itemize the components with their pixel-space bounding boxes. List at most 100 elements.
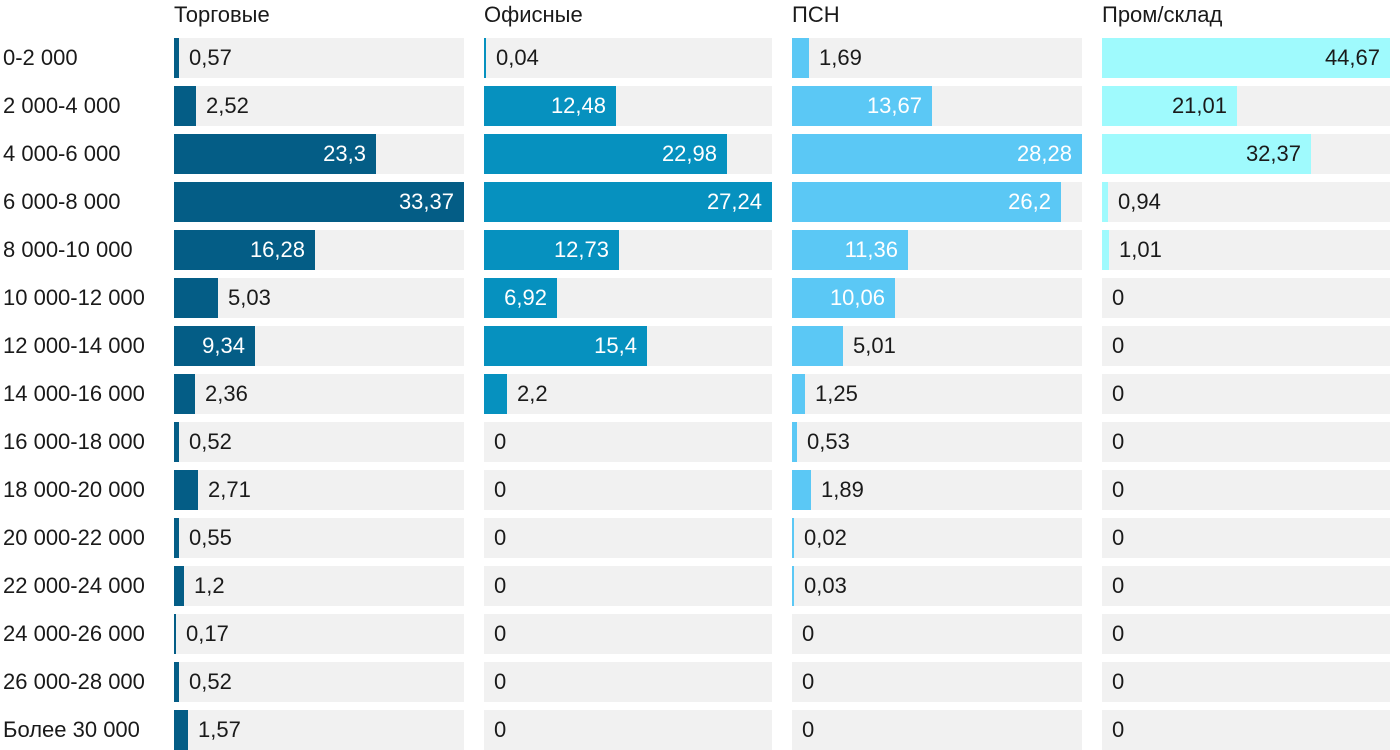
category-label: 4 000-6 000 bbox=[3, 141, 121, 166]
bar bbox=[174, 518, 179, 558]
value-label: 1,25 bbox=[815, 381, 858, 406]
bar-track bbox=[174, 662, 464, 702]
bar bbox=[174, 422, 179, 462]
category-label: 8 000-10 000 bbox=[3, 237, 133, 262]
bar-track bbox=[1102, 710, 1390, 750]
value-label: 0 bbox=[1112, 669, 1125, 694]
bar-track bbox=[174, 566, 464, 606]
bar bbox=[174, 230, 315, 270]
value-label: 16,28 bbox=[249, 237, 305, 262]
bar bbox=[174, 86, 196, 126]
value-label: 0 bbox=[1112, 717, 1125, 742]
bar-track bbox=[792, 566, 1082, 606]
value-label: 0 bbox=[1112, 477, 1125, 502]
category-label: 0-2 000 bbox=[3, 45, 78, 70]
bar bbox=[792, 518, 794, 558]
value-label: 0,55 bbox=[189, 525, 232, 550]
bar bbox=[174, 134, 376, 174]
value-label: 0,03 bbox=[804, 573, 847, 598]
value-label: 0 bbox=[1112, 621, 1125, 646]
bar bbox=[792, 566, 794, 606]
value-label: 13,67 bbox=[866, 93, 922, 118]
bar bbox=[174, 182, 464, 222]
bar-track bbox=[792, 710, 1082, 750]
bar bbox=[1102, 86, 1237, 126]
bar-track bbox=[484, 374, 772, 414]
bar bbox=[174, 470, 198, 510]
category-label: 12 000-14 000 bbox=[3, 333, 145, 358]
value-label: 12,48 bbox=[550, 93, 606, 118]
value-label: 9,34 bbox=[202, 333, 245, 358]
bar bbox=[792, 134, 1082, 174]
bar bbox=[174, 38, 179, 78]
bar bbox=[792, 374, 805, 414]
category-label: 16 000-18 000 bbox=[3, 429, 145, 454]
value-label: 0 bbox=[1112, 381, 1125, 406]
category-label: Более 30 000 bbox=[3, 717, 140, 742]
bar-track bbox=[174, 86, 464, 126]
bar-track bbox=[1102, 614, 1390, 654]
value-label: 0,94 bbox=[1118, 189, 1161, 214]
value-label: 0 bbox=[494, 477, 507, 502]
bar-track bbox=[792, 518, 1082, 558]
bar-track bbox=[174, 374, 464, 414]
bar-track bbox=[1102, 662, 1390, 702]
bar-track bbox=[792, 374, 1082, 414]
value-label: 0 bbox=[1112, 333, 1125, 358]
value-label: 23,3 bbox=[323, 141, 366, 166]
bar bbox=[174, 278, 218, 318]
bar-track bbox=[174, 518, 464, 558]
value-label: 0 bbox=[1112, 429, 1125, 454]
value-label: 1,69 bbox=[819, 45, 862, 70]
category-label: 24 000-26 000 bbox=[3, 621, 145, 646]
bar-track bbox=[1102, 470, 1390, 510]
value-label: 12,73 bbox=[553, 237, 609, 262]
value-label: 0 bbox=[1112, 285, 1125, 310]
bar bbox=[174, 374, 195, 414]
value-label: 0 bbox=[802, 621, 815, 646]
bar bbox=[1102, 230, 1109, 270]
bar bbox=[174, 614, 176, 654]
value-label: 0 bbox=[494, 669, 507, 694]
value-label: 6,92 bbox=[504, 285, 547, 310]
value-label: 0 bbox=[494, 621, 507, 646]
bar bbox=[792, 86, 932, 126]
value-label: 0 bbox=[1112, 573, 1125, 598]
value-label: 21,01 bbox=[1171, 93, 1227, 118]
bar-track bbox=[484, 422, 772, 462]
value-label: 10,06 bbox=[829, 285, 885, 310]
value-label: 11,36 bbox=[844, 237, 898, 262]
bar-track bbox=[1102, 278, 1390, 318]
value-label: 22,98 bbox=[661, 141, 717, 166]
bar bbox=[792, 230, 908, 270]
series-title: ПСН bbox=[792, 2, 840, 27]
category-label: 10 000-12 000 bbox=[3, 285, 145, 310]
value-label: 0,02 bbox=[804, 525, 847, 550]
value-label: 0,52 bbox=[189, 429, 232, 454]
bar bbox=[792, 278, 895, 318]
bar-track bbox=[1102, 326, 1390, 366]
bar-track bbox=[792, 662, 1082, 702]
bar bbox=[1102, 134, 1311, 174]
bar bbox=[484, 38, 486, 78]
value-label: 1,2 bbox=[194, 573, 225, 598]
value-label: 0,17 bbox=[186, 621, 229, 646]
bar bbox=[484, 278, 557, 318]
value-label: 1,57 bbox=[198, 717, 241, 742]
bar-track bbox=[1102, 566, 1390, 606]
bar bbox=[792, 326, 843, 366]
bar-track bbox=[174, 710, 464, 750]
value-label: 0,57 bbox=[189, 45, 232, 70]
series-title: Пром/склад bbox=[1102, 2, 1223, 27]
bar-track bbox=[1102, 230, 1390, 270]
value-label: 27,24 bbox=[706, 189, 762, 214]
value-label: 2,36 bbox=[205, 381, 248, 406]
value-label: 0 bbox=[494, 429, 507, 454]
bar bbox=[484, 326, 647, 366]
value-label: 0,53 bbox=[807, 429, 850, 454]
category-label: 26 000-28 000 bbox=[3, 669, 145, 694]
series-title: Торговые bbox=[174, 2, 270, 27]
value-label: 2,2 bbox=[517, 381, 548, 406]
bar-track bbox=[484, 470, 772, 510]
bar-track bbox=[1102, 422, 1390, 462]
